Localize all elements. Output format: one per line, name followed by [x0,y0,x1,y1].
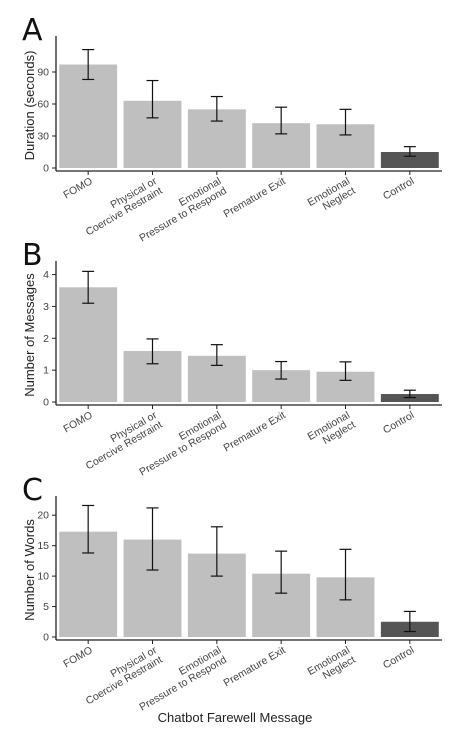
panel-label: C [22,473,43,508]
y-tick-label: 0 [43,632,49,644]
y-tick-label: 90 [37,67,49,79]
y-tick-label: 4 [43,269,49,281]
x-tick-label-line: FOMO [61,644,94,670]
x-tick-label-line: Control [381,409,416,436]
x-tick-label: Premature Exit [222,644,288,689]
x-tick-label: Control [381,175,416,202]
x-tick-label-line: Premature Exit [222,644,288,689]
y-axis-label: Duration (seconds) [22,51,37,161]
y-tick-label: 5 [43,601,49,613]
x-tick-label: Control [381,644,416,671]
x-tick-label: FOMO [61,644,94,670]
y-tick-label: 2 [43,333,49,345]
y-tick-label: 3 [43,301,49,313]
y-tick-label: 15 [37,540,49,552]
y-tick-label: 10 [37,571,49,583]
panel-label: B [22,238,43,273]
y-tick-label: 0 [43,397,49,409]
y-tick-label: 60 [37,99,49,111]
x-tick-label: Premature Exit [222,409,288,454]
bar [59,287,118,402]
x-tick-label: EmotionalNeglect [306,175,358,218]
x-tick-label: EmotionalNeglect [306,644,358,687]
x-tick-label: EmotionalNeglect [306,409,358,452]
x-tick-label-line: FOMO [61,409,94,435]
y-axis-label: Number of Messages [22,273,37,397]
x-tick-label-line: Premature Exit [222,175,288,220]
bar [59,64,118,168]
x-tick-label-line: Premature Exit [222,409,288,454]
x-tick-label: FOMO [61,175,94,201]
bar [380,152,439,168]
panel-label: A [22,13,43,48]
y-axis-label: Number of Words [22,519,37,621]
x-tick-label: FOMO [61,409,94,435]
x-tick-label-line: Control [381,175,416,202]
y-tick-label: 30 [37,131,49,143]
figure-x-axis-label: Chatbot Farewell Message [158,710,313,725]
y-tick-label: 20 [37,510,49,522]
y-tick-label: 1 [43,365,49,377]
y-tick-label: 0 [43,163,49,175]
x-tick-label: Control [381,409,416,436]
x-tick-label-line: FOMO [61,175,94,201]
x-tick-label-line: Control [381,644,416,671]
x-tick-label: Premature Exit [222,175,288,220]
